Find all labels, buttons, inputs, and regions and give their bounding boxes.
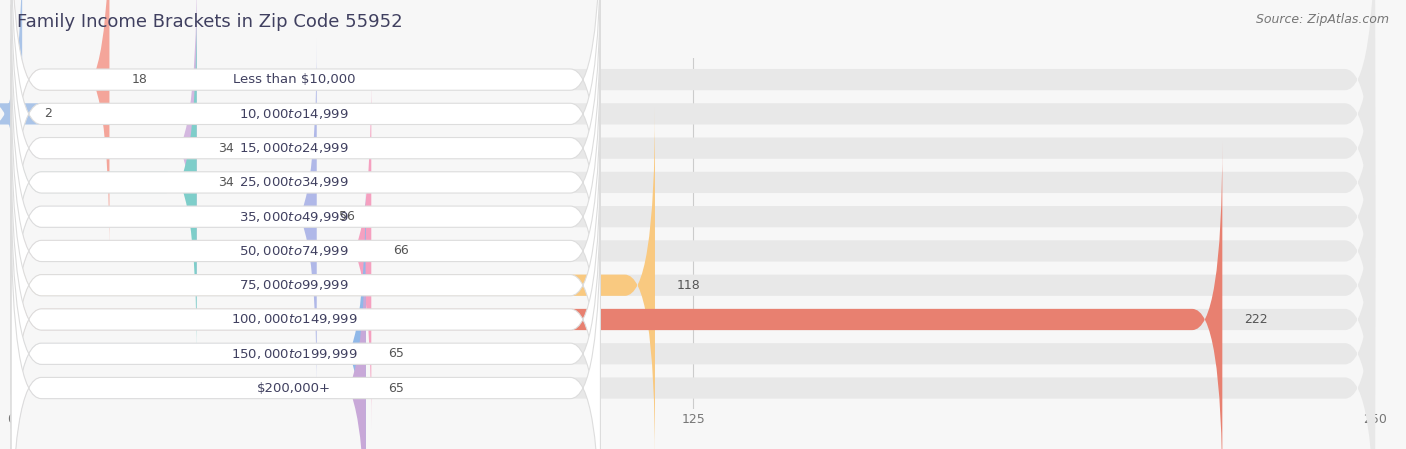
FancyBboxPatch shape (11, 73, 371, 429)
FancyBboxPatch shape (11, 39, 316, 395)
FancyBboxPatch shape (11, 141, 1375, 449)
FancyBboxPatch shape (11, 4, 197, 360)
FancyBboxPatch shape (11, 0, 1375, 326)
FancyBboxPatch shape (11, 107, 655, 449)
FancyBboxPatch shape (11, 4, 600, 360)
Text: Family Income Brackets in Zip Code 55952: Family Income Brackets in Zip Code 55952 (17, 13, 402, 31)
FancyBboxPatch shape (11, 0, 1375, 292)
Text: $10,000 to $14,999: $10,000 to $14,999 (239, 107, 349, 121)
Text: Source: ZipAtlas.com: Source: ZipAtlas.com (1256, 13, 1389, 26)
FancyBboxPatch shape (11, 176, 366, 449)
Text: 2: 2 (44, 107, 52, 120)
FancyBboxPatch shape (11, 210, 600, 449)
Text: 18: 18 (131, 73, 148, 86)
FancyBboxPatch shape (11, 73, 1375, 429)
Text: $50,000 to $74,999: $50,000 to $74,999 (239, 244, 349, 258)
FancyBboxPatch shape (11, 73, 600, 429)
Text: 65: 65 (388, 347, 404, 360)
FancyBboxPatch shape (11, 0, 600, 326)
FancyBboxPatch shape (11, 0, 197, 326)
FancyBboxPatch shape (11, 39, 600, 395)
Text: $15,000 to $24,999: $15,000 to $24,999 (239, 141, 349, 155)
FancyBboxPatch shape (11, 0, 1375, 257)
Text: 34: 34 (218, 141, 235, 154)
Text: 222: 222 (1244, 313, 1268, 326)
Text: $35,000 to $49,999: $35,000 to $49,999 (239, 210, 349, 224)
Text: 65: 65 (388, 382, 404, 395)
FancyBboxPatch shape (11, 141, 600, 449)
Text: 118: 118 (676, 279, 700, 292)
Text: $100,000 to $149,999: $100,000 to $149,999 (231, 313, 357, 326)
Text: 56: 56 (339, 210, 354, 223)
FancyBboxPatch shape (11, 0, 600, 257)
FancyBboxPatch shape (0, 0, 41, 292)
Text: $200,000+: $200,000+ (257, 382, 330, 395)
FancyBboxPatch shape (11, 210, 1375, 449)
Text: 34: 34 (218, 176, 235, 189)
FancyBboxPatch shape (11, 39, 1375, 395)
Text: Less than $10,000: Less than $10,000 (233, 73, 356, 86)
FancyBboxPatch shape (11, 107, 1375, 449)
FancyBboxPatch shape (11, 176, 600, 449)
FancyBboxPatch shape (11, 141, 1222, 449)
Text: 66: 66 (394, 244, 409, 257)
FancyBboxPatch shape (11, 0, 600, 292)
FancyBboxPatch shape (11, 4, 1375, 360)
Text: $25,000 to $34,999: $25,000 to $34,999 (239, 176, 349, 189)
Text: $75,000 to $99,999: $75,000 to $99,999 (239, 278, 349, 292)
FancyBboxPatch shape (11, 176, 1375, 449)
FancyBboxPatch shape (11, 210, 366, 449)
FancyBboxPatch shape (11, 107, 600, 449)
FancyBboxPatch shape (11, 0, 110, 257)
Text: $150,000 to $199,999: $150,000 to $199,999 (231, 347, 357, 361)
